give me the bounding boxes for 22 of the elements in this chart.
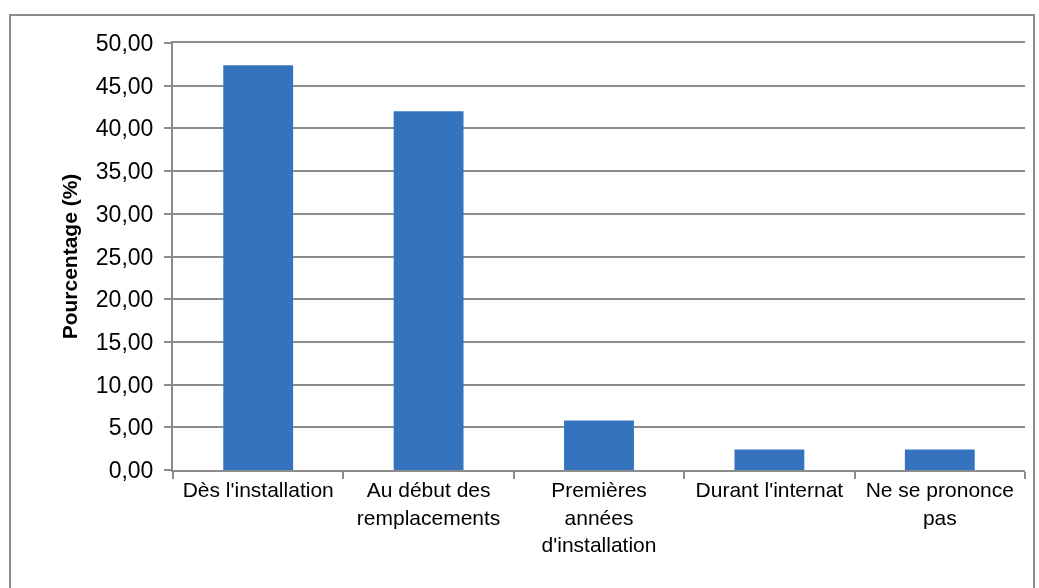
x-tick-label: Au début des remplacements bbox=[356, 478, 501, 529]
y-tick-label: 0,00 bbox=[108, 457, 154, 484]
y-tick-label: 20,00 bbox=[95, 286, 154, 313]
x-tick-label: Durant l'internat bbox=[695, 478, 844, 502]
bar bbox=[734, 449, 805, 470]
bar bbox=[904, 449, 975, 470]
y-tick-label: 25,00 bbox=[95, 243, 154, 270]
y-tick-label: 50,00 bbox=[95, 30, 154, 57]
bar bbox=[223, 65, 294, 470]
y-tick-label: 35,00 bbox=[95, 158, 154, 185]
y-tick-label: 40,00 bbox=[95, 115, 154, 142]
y-tick-label: 10,00 bbox=[95, 371, 154, 398]
y-tick-label: 5,00 bbox=[108, 414, 154, 441]
y-tick-label: 15,00 bbox=[95, 328, 154, 355]
bar bbox=[393, 111, 464, 470]
x-tick-label: Premières années d'installation bbox=[541, 478, 657, 556]
x-tick-label: Dès l'installation bbox=[182, 478, 334, 502]
bar bbox=[564, 420, 634, 470]
y-tick-label: 45,00 bbox=[95, 72, 154, 99]
y-tick-label: 30,00 bbox=[95, 200, 154, 227]
x-tick-label: Ne se prononce pas bbox=[865, 478, 1014, 529]
y-axis-title: Pourcentage (%) bbox=[58, 173, 82, 340]
